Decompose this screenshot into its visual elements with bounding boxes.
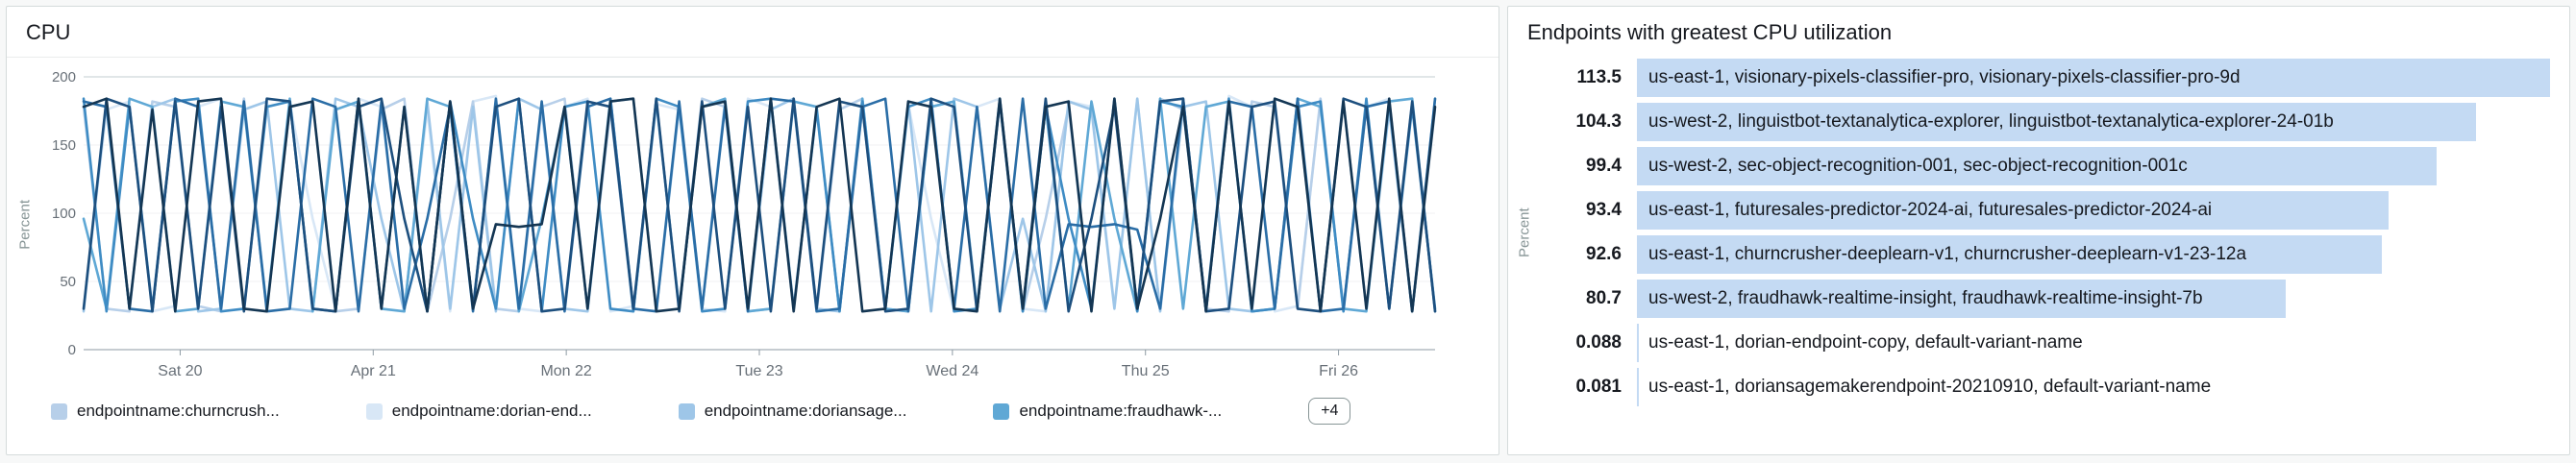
svg-text:0: 0 [68,342,76,358]
bar-row[interactable]: 0.081 us-east-1, doriansagemakerendpoint-… [1541,368,2550,406]
legend-item[interactable]: endpointname:dorian-end... [365,402,592,421]
bar-label: us-east-1, futuresales-predictor-2024-ai… [1648,200,2213,220]
cpu-chart-body: Percent 0 50 100 150 200 Sat 20 Apr 21 Mon 22 Tu… [7,58,1499,386]
top-endpoints-widget: Endpoints with greatest CPU utilization … [1507,6,2570,455]
cpu-widget-title: CPU [7,7,1499,58]
bar-area: us-west-2, sec-object-recognition-001, s… [1637,147,2550,185]
legend-swatch [365,402,383,420]
top-endpoints-body: Percent 113.5 us-east-1, visionary-pixels… [1508,57,2569,406]
bar-value: 93.4 [1586,200,1622,220]
bar-fill [1637,191,2389,230]
legend-swatch [51,402,67,420]
bar-label: us-east-1, visionary-pixels-classifier-p… [1648,67,2241,87]
legend-item[interactable]: endpointname:doriansage... [678,402,907,421]
bar-label: us-west-2, fraudhawk-realtime-insight, f… [1648,288,2203,308]
bar-label: us-west-2, linguistbot-textanalytica-exp… [1648,111,2334,132]
bar-value: 99.4 [1586,156,1622,176]
cpu-legend: endpointname:churncrush... endpointname:d… [7,386,1499,425]
top-endpoints-rows: 113.5 us-east-1, visionary-pixels-classif… [1541,59,2569,406]
bar-area: us-east-1, churncrusher-deeplearn-v1, ch… [1637,235,2550,274]
bar-area: us-east-1, futuresales-predictor-2024-ai… [1637,191,2550,230]
cpu-line-chart: 0 50 100 150 200 Sat 20 Apr 21 Mon 22 Tue 23 Wed … [52,69,1437,379]
legend-swatch [993,402,1010,420]
legend-label: endpointname:doriansage... [704,402,907,420]
svg-text:Apr 21: Apr 21 [351,363,396,379]
bar-row[interactable]: 104.3 us-west-2, linguistbot-textanalytic… [1541,103,2550,141]
bar-fill [1637,235,2383,274]
bar-row[interactable]: 93.4 us-east-1, futuresales-predictor-202… [1541,191,2550,230]
bar-row[interactable]: 80.7 us-west-2, fraudhawk-realtime-insigh… [1541,280,2550,318]
bar-area: us-east-1, visionary-pixels-classifier-p… [1637,59,2550,97]
bar-label: us-east-1, churncrusher-deeplearn-v1, ch… [1648,244,2247,264]
svg-text:200: 200 [52,69,76,85]
bar-row[interactable]: 113.5 us-east-1, visionary-pixels-classif… [1541,59,2550,97]
bar-value: 113.5 [1576,67,1622,87]
svg-text:100: 100 [52,206,76,222]
legend-label: endpointname:fraudhawk-... [1019,402,1223,420]
bar-area: us-west-2, linguistbot-textanalytica-exp… [1637,103,2550,141]
legend-item[interactable]: endpointname:fraudhawk-... [993,402,1222,421]
svg-text:Thu 25: Thu 25 [1122,363,1170,379]
legend-label: endpointname:churncrush... [77,402,280,420]
bar-label: us-east-1, dorian-endpoint-copy, default… [1648,332,2083,353]
svg-text:Sat 20: Sat 20 [158,363,202,379]
bar-fill [1637,147,2437,185]
bar-row[interactable]: 99.4 us-west-2, sec-object-recognition-00… [1541,147,2550,185]
bar-value: 0.081 [1575,377,1622,397]
legend-label: endpointname:dorian-end... [391,402,592,420]
bar-value: 0.088 [1575,332,1622,353]
legend-overflow-button[interactable]: +4 [1308,398,1351,425]
bar-fill [1637,280,2287,318]
svg-text:150: 150 [52,137,76,154]
svg-text:50: 50 [60,274,76,290]
svg-text:Fri 26: Fri 26 [1319,363,1358,379]
bar-area: us-east-1, doriansagemakerendpoint-20210… [1637,368,2550,406]
svg-text:Mon 22: Mon 22 [540,363,591,379]
top-endpoints-title: Endpoints with greatest CPU utilization [1527,20,1893,44]
bar-label: us-east-1, doriansagemakerendpoint-20210… [1648,377,2212,397]
legend-swatch [678,402,695,420]
bar-fill [1637,59,2550,97]
bar-area: us-west-2, fraudhawk-realtime-insight, f… [1637,280,2550,318]
bar-row[interactable]: 0.088 us-east-1, dorian-endpoint-copy, de… [1541,324,2550,362]
cpu-y-axis-label: Percent [16,200,34,250]
bar-area: us-east-1, dorian-endpoint-copy, default… [1637,324,2550,362]
bar-row[interactable]: 92.6 us-east-1, churncrusher-deeplearn-v1… [1541,235,2550,274]
bar-label: us-west-2, sec-object-recognition-001, s… [1648,156,2188,176]
cpu-widget: CPU Percent 0 50 100 150 200 Sat 20 Apr 21 Mon … [6,6,1499,455]
legend-item[interactable]: endpointname:churncrush... [51,402,280,421]
bar-value: 104.3 [1575,111,1622,132]
bar-fill [1637,368,1640,406]
bar-fill [1637,324,1640,362]
top-endpoints-y-axis-label: Percent [1516,207,1533,257]
cpu-legend-items: endpointname:churncrush... endpointname:d… [51,402,1222,421]
svg-text:Wed 24: Wed 24 [926,363,978,379]
bar-fill [1637,103,2476,141]
bar-value: 80.7 [1586,288,1622,308]
svg-text:Tue 23: Tue 23 [735,363,782,379]
bar-value: 92.6 [1586,244,1622,264]
